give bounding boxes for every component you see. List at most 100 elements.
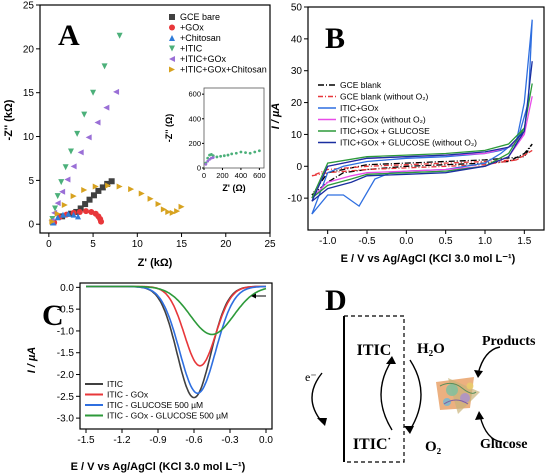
x-tick-label: 1.5 [517,236,531,247]
panel-a-legend: GCE bare+GOx+Chitosan+ITIC+ITIC+GOx+ITIC… [169,12,267,75]
inset-point [234,151,238,155]
data-point [95,187,102,194]
x-tick-label: 0.0 [259,435,273,446]
legend-label: GCE bare [180,12,220,22]
y-tick-label: 30 [291,66,303,77]
y-tick-label: -10 [288,194,303,205]
data-point [169,209,176,216]
y-tick-label: 5 [28,176,34,187]
inset-point [244,151,247,155]
x-tick-label: 0.5 [439,236,453,247]
arrow-itic-redox-left [380,359,393,431]
x-tick-label: 25 [264,239,276,250]
y-tick-label: 0.0 [60,283,74,294]
panel-b-ylabel: I / µA [270,103,282,130]
panel-d-mechanism-diagram: D ITIC ITIC· e⁻ H₂O O₂ Product [305,284,536,463]
panel-c-dpv-chart: C E / V vs Ag/AgCl (KCl 3.0 mol L⁻¹) I /… [26,282,273,473]
inset-x-tick-label: 200 [216,171,229,180]
legend-label: ITIC+GOx (without O₂) [340,115,426,125]
data-point [77,205,84,212]
inset-y-tick-label: 200 [188,139,201,148]
panel-a-nyquist-chart: A Z' (kΩ) -Z'' (kΩ) 0 5 10 15 20 25 0 5 10 15 20 25… [3,1,276,270]
data-point [155,201,162,208]
inset-point [257,149,261,153]
x-tick-label: -1.2 [113,435,131,446]
data-point [74,130,81,137]
legend-label: ITIC - GLUCOSE 500 µM [107,400,203,410]
cv-series-line [311,143,533,196]
y-tick-label: 40 [291,34,303,45]
data-point [113,88,120,95]
legend-label: ITIC+GOx + GLUCOSE [340,126,430,136]
y-tick-label: -0.5 [57,305,75,316]
x-tick-label: 10 [132,239,144,250]
data-point [61,201,68,208]
panel-a-frame [39,4,271,234]
panel-b-ticks: -1.0 -0.5 0.0 0.5 1.0 1.5 -10 0 10 20 30 40 50 [288,3,532,248]
data-point [108,178,115,185]
panel-c-lines [86,285,267,399]
data-point [64,176,71,183]
x-tick-label: -0.6 [185,435,203,446]
inset-x-tick-label: 400 [235,171,248,180]
data-point [105,182,112,189]
panel-b-frame [307,6,545,231]
panel-d-letter: D [325,284,347,317]
inset-point [230,152,234,156]
legend-label: GCE blank [340,80,382,90]
panel-a-points [48,32,185,226]
panel-a-ylabel: -Z'' (kΩ) [3,99,15,140]
legend-marker [169,45,175,52]
legend-label: GCE blank (without O₂) [340,92,428,102]
inset-x-tick-label: 0 [202,171,206,180]
legend-label: ITIC+GOx [340,103,379,113]
arrow-itic-redox-right [409,359,422,431]
y-tick-label: -1.5 [57,348,75,359]
data-point [86,196,93,203]
panel-b-legend: GCE blank GCE blank (without O₂)ITIC+GOx I… [318,80,477,148]
y-tick-label: 10 [291,130,303,141]
legend-label: ITIC+GOx + GLUCOSE (without O₂) [340,138,477,148]
diagram-products: Products [482,334,536,349]
x-tick-label: -0.3 [221,435,239,446]
diagram-o2: O₂ [425,439,442,455]
data-point [54,193,61,200]
panel-a-inset-xlabel: Z' (Ω) [222,183,245,193]
data-point [82,201,89,208]
arrow-itic-redox-left-head [386,356,396,364]
legend-label: ITIC - GOx [107,390,149,400]
x-tick-label: 0 [46,239,52,250]
panel-b-cv-chart: B E / V vs Ag/AgCl (KCl 3.0 mol L⁻¹) I /… [270,3,545,265]
diagram-e-minus: e⁻ [305,370,317,384]
legend-label: +ITIC+GOx+Chitosan [180,65,267,75]
data-point [90,192,97,199]
legend-marker [169,35,175,41]
legend-marker [169,24,175,31]
arrow-electron-transfer [311,372,323,423]
data-point [94,119,101,126]
x-tick-label: -1.5 [77,435,95,446]
legend-label: +ITIC+GOx [180,54,227,64]
cv-series-line [311,149,533,177]
cv-series-line [311,61,533,202]
panel-c-arrow [251,293,266,299]
data-point [70,193,77,200]
panel-a-xlabel: Z' (kΩ) [138,257,173,269]
data-point [67,148,74,155]
y-tick-label: 50 [291,3,303,14]
diagram-itic-bottom: ITIC· [353,433,391,453]
inset-point [248,151,252,155]
gox-enzyme-image [436,377,480,414]
cv-series-line [311,19,533,215]
diagram-itic-top: ITIC [357,342,392,359]
itic-layer-box [343,315,405,463]
data-point [62,164,69,171]
inset-point [211,156,215,159]
legend-marker [169,66,175,73]
legend-label: +ITIC [180,44,203,54]
y-tick-label: 20 [23,44,35,55]
x-tick-label: -0.5 [358,236,376,247]
y-tick-label: 10 [23,132,35,143]
data-point [174,208,181,215]
